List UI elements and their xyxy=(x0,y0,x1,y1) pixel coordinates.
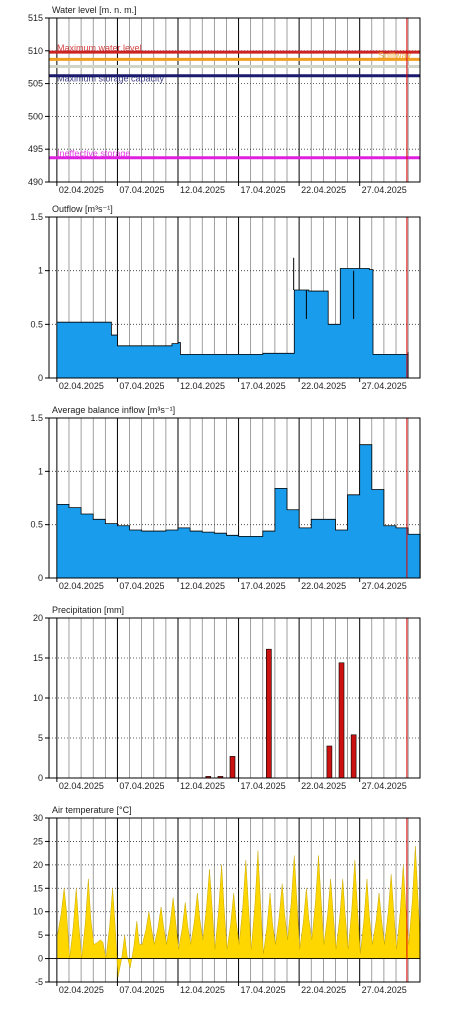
y-tick-label: 505 xyxy=(28,79,43,89)
y-tick-label: 515 xyxy=(28,13,43,23)
x-tick-label: 22.04.2025 xyxy=(301,581,346,591)
panel-outflow: Outflow [m³s⁻¹] 0 0.5 1 1.5 02.04.2025 07.04.2… xyxy=(30,204,421,391)
y-tick-label: 10 xyxy=(33,907,43,917)
x-tick-label: 17.04.2025 xyxy=(241,185,286,195)
y-tick-label: 1.5 xyxy=(30,212,43,222)
x-tick-label: 12.04.2025 xyxy=(180,985,225,995)
y-tick-label: 20 xyxy=(33,860,43,870)
y-tick-label: 10 xyxy=(33,693,43,703)
y-tick-label: 0 xyxy=(38,573,43,583)
x-tick-label: 17.04.2025 xyxy=(241,381,286,391)
panel-title: Air temperature [°C] xyxy=(52,805,132,815)
y-tick-label: 1 xyxy=(38,266,43,276)
y-tick-label: 30 xyxy=(33,813,43,823)
y-tick-label: 490 xyxy=(28,177,43,187)
precipitation-bar xyxy=(338,662,345,779)
y-tick-label: 5 xyxy=(38,733,43,743)
x-tick-label: 22.04.2025 xyxy=(301,781,346,791)
plot-frame xyxy=(48,417,421,579)
x-tick-label: 22.04.2025 xyxy=(301,185,346,195)
x-tick-label: 27.04.2025 xyxy=(362,781,407,791)
plot-frame xyxy=(48,216,421,379)
precipitation-bar xyxy=(350,734,357,779)
y-tick-label: 0 xyxy=(38,773,43,783)
x-tick-label: 12.04.2025 xyxy=(180,185,225,195)
y-tick-label: 15 xyxy=(33,883,43,893)
x-tick-label: 02.04.2025 xyxy=(59,781,104,791)
x-tick-label: 27.04.2025 xyxy=(362,985,407,995)
x-tick-label: 17.04.2025 xyxy=(241,581,286,591)
x-tick-label: 07.04.2025 xyxy=(119,781,164,791)
y-tick-label: 20 xyxy=(33,613,43,623)
x-tick-label: 12.04.2025 xyxy=(180,581,225,591)
panel-title: Outflow [m³s⁻¹] xyxy=(52,204,113,214)
x-tick-label: 17.04.2025 xyxy=(241,985,286,995)
x-tick-label: 07.04.2025 xyxy=(119,985,164,995)
x-tick-label: 02.04.2025 xyxy=(59,381,104,391)
reference-line-label: Maximum water level xyxy=(57,43,142,53)
y-tick-label: 510 xyxy=(28,46,43,56)
y-tick-label: 0.5 xyxy=(30,319,43,329)
reference-line-label: Spillway xyxy=(378,50,412,60)
panel-title: Average balance inflow [m³s⁻¹] xyxy=(52,405,175,415)
x-tick-label: 07.04.2025 xyxy=(119,381,164,391)
x-tick-label: 07.04.2025 xyxy=(119,581,164,591)
outflow-area xyxy=(56,268,409,379)
plot-frame xyxy=(48,817,421,983)
panel-precipitation: Precipitation [mm] 0 5 10 15 20 02.04.2025 07.0… xyxy=(33,605,421,791)
y-tick-label: 0.5 xyxy=(30,520,43,530)
y-tick-label: 15 xyxy=(33,653,43,663)
panel-air-temperature: Air temperature [°C] -5 0 5 10 15 20 25 30 02.04.… xyxy=(33,805,421,995)
reference-line-label: Ineffective storage xyxy=(57,149,130,159)
y-tick-label: 5 xyxy=(38,930,43,940)
plot-frame xyxy=(48,17,421,183)
x-tick-label: 27.04.2025 xyxy=(362,581,407,591)
panel-balance-inflow: Average balance inflow [m³s⁻¹] 0 0.5 1 1.5 02… xyxy=(30,405,421,591)
x-tick-label: 02.04.2025 xyxy=(59,985,104,995)
temperature-area xyxy=(57,846,421,978)
x-tick-label: 02.04.2025 xyxy=(59,581,104,591)
y-tick-label: 0 xyxy=(38,373,43,383)
panel-title: Water level [m. n. m.] xyxy=(52,5,137,15)
panel-title: Precipitation [mm] xyxy=(52,605,124,615)
precipitation-bar xyxy=(229,756,236,779)
x-tick-label: 07.04.2025 xyxy=(119,185,164,195)
inflow-area xyxy=(56,444,421,579)
y-tick-label: 495 xyxy=(28,144,43,154)
panel-water-level: Water level [m. n. m.] Maximum water leve… xyxy=(28,5,421,195)
x-tick-label: 12.04.2025 xyxy=(180,381,225,391)
x-tick-label: 17.04.2025 xyxy=(241,781,286,791)
x-tick-label: 02.04.2025 xyxy=(59,185,104,195)
x-tick-label: 22.04.2025 xyxy=(301,381,346,391)
y-tick-label: -5 xyxy=(35,977,43,987)
y-tick-label: 25 xyxy=(33,836,43,846)
x-tick-label: 27.04.2025 xyxy=(362,185,407,195)
reference-line-label: Maximum storage capacity xyxy=(57,74,165,84)
x-tick-label: 27.04.2025 xyxy=(362,381,407,391)
y-tick-label: 1.5 xyxy=(30,413,43,423)
y-tick-label: 1 xyxy=(38,466,43,476)
precipitation-bar xyxy=(266,648,272,779)
x-tick-label: 12.04.2025 xyxy=(180,781,225,791)
precipitation-bar xyxy=(326,745,333,779)
y-tick-label: 500 xyxy=(28,111,43,121)
x-tick-label: 22.04.2025 xyxy=(301,985,346,995)
y-tick-label: 0 xyxy=(38,954,43,964)
